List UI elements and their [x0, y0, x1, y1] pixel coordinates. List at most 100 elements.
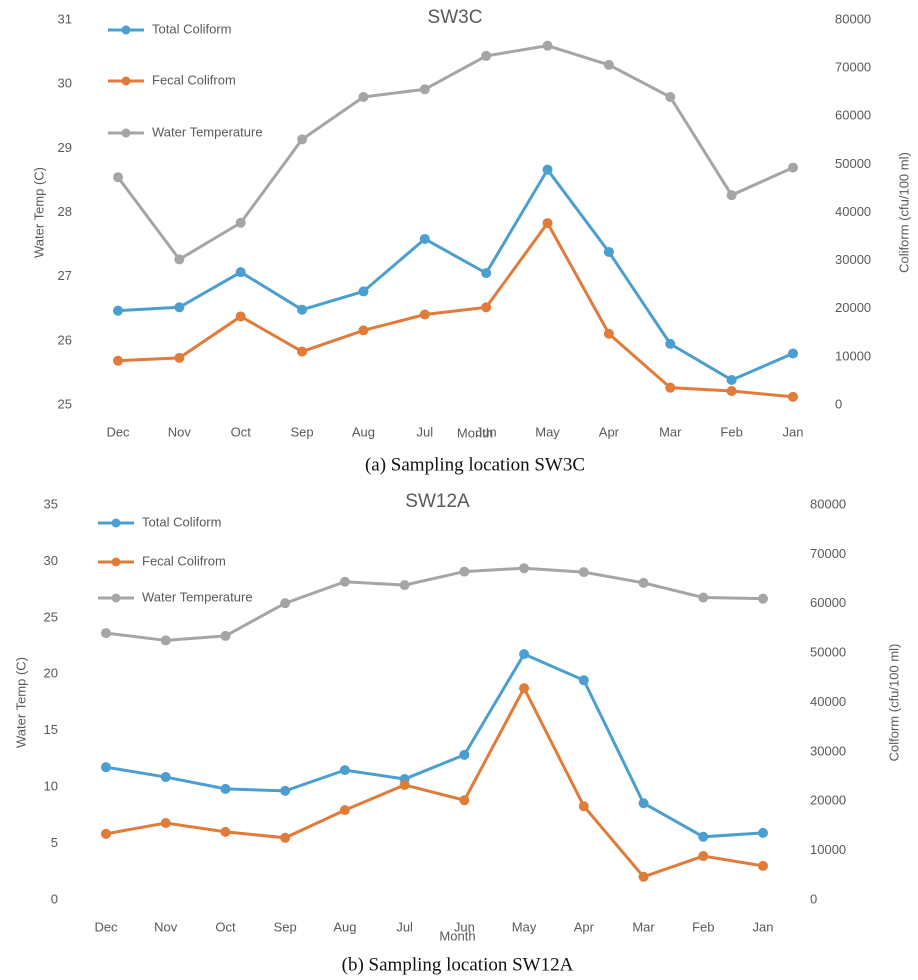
legend-marker: [121, 25, 131, 35]
x-tick-label: Jan: [783, 424, 804, 439]
legend-label: Water Temperature: [152, 124, 263, 139]
legend-label: Water Temperature: [142, 589, 253, 604]
data-point: [220, 630, 231, 641]
data-point: [101, 762, 111, 773]
data-point: [160, 635, 171, 646]
data-point: [358, 286, 369, 297]
data-point: [638, 577, 649, 588]
y2-tick-label: 0: [835, 396, 842, 411]
y-tick-label: 0: [51, 891, 58, 906]
data-point: [419, 233, 430, 244]
data-point: [665, 92, 676, 102]
y-tick-label: 25: [58, 396, 72, 411]
data-point: [758, 827, 768, 838]
data-point: [726, 374, 737, 385]
data-point: [101, 628, 111, 639]
y2-tick-label: 20000: [835, 300, 871, 315]
y-axis-label: Water Temp (C): [31, 167, 46, 258]
data-point: [726, 190, 737, 201]
data-point: [160, 817, 171, 828]
legend-label: Total Coliform: [142, 514, 221, 529]
y2-tick-label: 50000: [835, 156, 871, 171]
data-point: [459, 795, 470, 806]
chart-title: SW3C: [428, 7, 483, 28]
x-tick-label: Dec: [94, 919, 118, 934]
data-point: [578, 675, 589, 686]
data-point: [280, 598, 291, 609]
x-tick-label: Apr: [599, 424, 620, 439]
x-tick-label: Jan: [753, 919, 774, 934]
data-point: [160, 772, 171, 783]
legend-marker: [111, 518, 121, 528]
series-line: [105, 684, 764, 879]
data-point: [481, 302, 492, 313]
data-point: [280, 785, 291, 796]
data-point: [113, 305, 123, 316]
data-point: [113, 355, 123, 366]
x-tick-label: Dec: [106, 424, 130, 439]
data-point: [519, 563, 530, 574]
y2-axis-label: Coliform (cfu/100 ml): [896, 152, 911, 273]
x-tick-label: Aug: [333, 919, 356, 934]
y2-tick-label: 10000: [835, 348, 871, 363]
data-point: [788, 162, 798, 173]
x-tick-label: Feb: [720, 424, 742, 439]
data-point: [603, 328, 614, 339]
data-point: [220, 826, 231, 837]
x-tick-label: Jun: [454, 919, 475, 934]
data-point: [235, 311, 246, 322]
x-tick-label: Sep: [274, 919, 297, 934]
y-tick-label: 5: [51, 835, 58, 850]
data-point: [101, 828, 111, 839]
y2-tick-label: 60000: [810, 595, 846, 610]
data-point: [459, 566, 470, 577]
data-point: [339, 765, 350, 776]
y-axis-label: Water Temp (C): [13, 657, 28, 748]
y2-tick-label: 40000: [810, 694, 846, 709]
data-point: [542, 218, 553, 229]
x-tick-label: Sep: [291, 424, 314, 439]
y2-tick-label: 20000: [810, 793, 846, 808]
legend-marker: [121, 128, 131, 138]
y-tick-label: 28: [58, 204, 72, 219]
y2-tick-label: 0: [810, 891, 817, 906]
data-point: [481, 50, 492, 61]
series-line: [105, 566, 764, 642]
data-point: [280, 832, 291, 843]
y-tick-label: 26: [58, 332, 72, 347]
data-point: [235, 267, 246, 278]
x-tick-label: May: [512, 919, 537, 934]
series-line: [116, 44, 794, 262]
x-tick-label: Jun: [476, 424, 497, 439]
y2-tick-label: 40000: [835, 204, 871, 219]
data-point: [399, 580, 410, 591]
data-point: [339, 805, 350, 816]
y2-tick-label: 30000: [810, 743, 846, 758]
y-tick-label: 10: [44, 779, 58, 794]
data-point: [358, 325, 369, 336]
x-tick-label: Jul: [396, 919, 413, 934]
series-line: [117, 166, 794, 382]
data-point: [603, 246, 614, 257]
data-point: [519, 649, 530, 660]
legend-label: Fecal Colifrom: [142, 553, 226, 568]
x-tick-label: Feb: [692, 919, 714, 934]
data-point: [698, 851, 709, 862]
chart-title: SW12A: [405, 491, 470, 512]
data-point: [297, 346, 308, 357]
data-point: [339, 576, 350, 587]
x-tick-label: Mar: [632, 919, 655, 934]
y2-tick-label: 70000: [810, 546, 846, 561]
y2-tick-label: 10000: [810, 842, 846, 857]
data-point: [758, 860, 768, 871]
y2-tick-label: 70000: [835, 60, 871, 75]
data-point: [788, 391, 798, 402]
caption: (a) Sampling location SW3C: [365, 454, 585, 475]
x-axis-label: Month: [439, 928, 475, 943]
data-point: [665, 338, 676, 349]
data-point: [459, 749, 470, 760]
legend-marker: [111, 593, 121, 603]
y-tick-label: 35: [44, 496, 58, 511]
data-point: [698, 831, 709, 842]
